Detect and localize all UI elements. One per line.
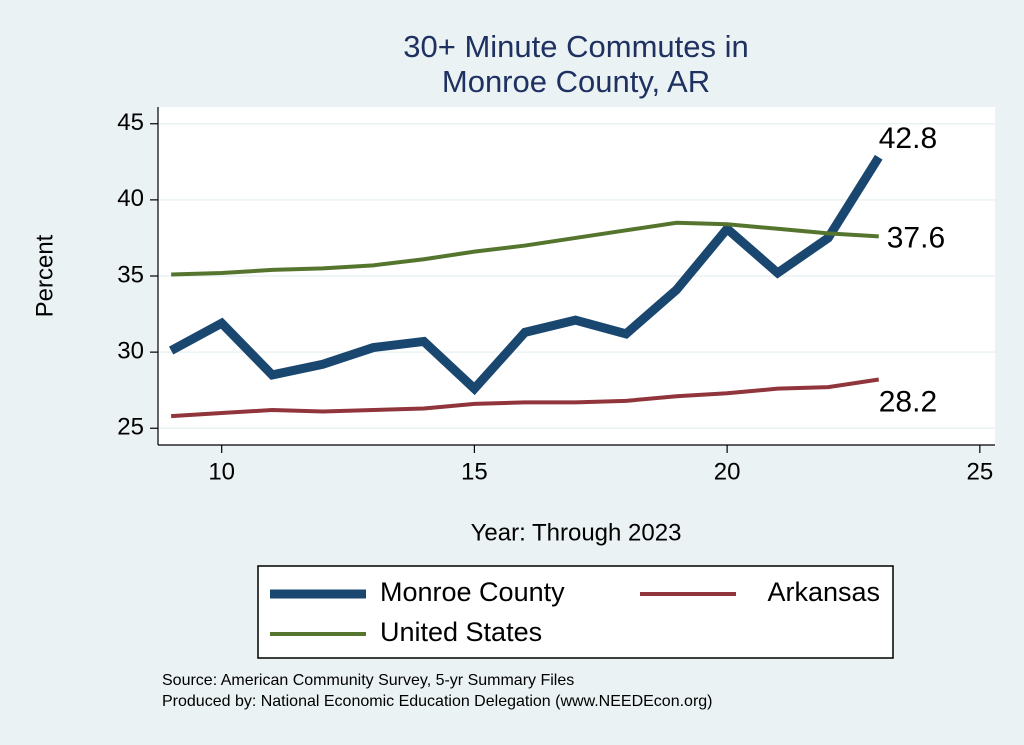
chart-title: 30+ Minute Commutes in (403, 29, 748, 64)
end-label: 42.8 (879, 122, 937, 155)
source-note: Source: American Community Survey, 5-yr … (162, 672, 574, 689)
end-label: 28.2 (879, 385, 937, 418)
series-line (171, 377, 880, 419)
legend-label: Arkansas (767, 577, 880, 607)
series-line (168, 154, 883, 396)
chart-title: Monroe County, AR (442, 64, 710, 99)
x-tick-label: 25 (966, 458, 993, 485)
legend (257, 565, 894, 659)
x-tick-label: 10 (208, 458, 235, 485)
y-tick-label: 25 (117, 414, 144, 441)
end-label: 37.6 (887, 221, 945, 254)
x-axis-label: Year: Through 2023 (471, 519, 682, 546)
y-axis-label: Percent (31, 234, 58, 317)
y-tick-label: 35 (117, 261, 144, 288)
legend-label: Monroe County (380, 577, 565, 607)
x-tick-label: 20 (714, 458, 741, 485)
x-tick-label: 15 (461, 458, 488, 485)
source-note: Produced by: National Economic Education… (162, 693, 713, 710)
y-tick-label: 45 (117, 109, 144, 136)
legend-label: United States (380, 617, 542, 647)
y-tick-label: 40 (117, 185, 144, 212)
series-line (171, 220, 879, 277)
y-tick-label: 30 (117, 337, 144, 364)
